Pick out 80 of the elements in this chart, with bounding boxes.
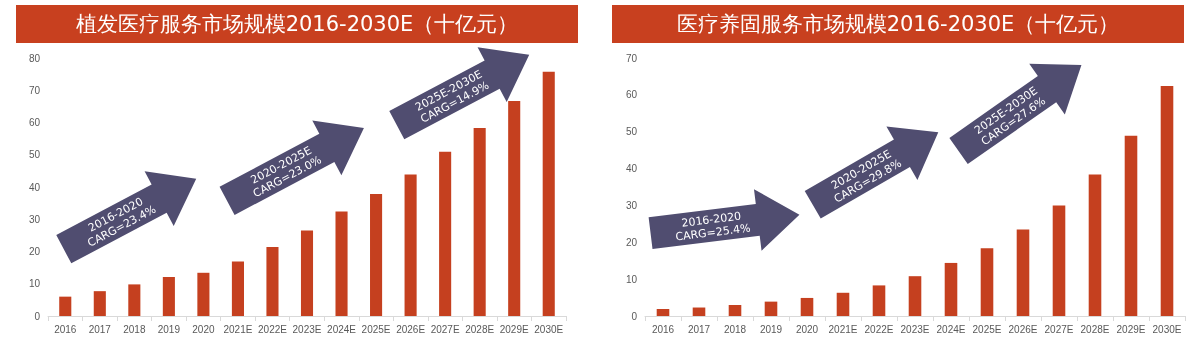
bar — [800, 297, 814, 316]
x-tick-label: 2027E — [1044, 323, 1074, 335]
x-tick-label: 2021E — [828, 323, 858, 335]
bar — [335, 211, 348, 316]
y-tick-label: 20 — [625, 236, 638, 248]
x-tick-label: 2023E — [292, 323, 322, 335]
bar — [944, 262, 958, 316]
bar — [266, 246, 279, 316]
y-tick-label: 70 — [28, 84, 41, 96]
x-tick-label: 2026E — [396, 323, 426, 335]
y-tick-label: 40 — [28, 181, 41, 193]
x-tick-label: 2017 — [687, 323, 711, 335]
bar — [872, 285, 886, 316]
bar — [162, 276, 175, 316]
bar — [836, 292, 850, 316]
x-tick-label: 2022E — [258, 323, 288, 335]
bar — [439, 151, 452, 316]
chart-title: 医疗养固服务市场规模2016-2030E（十亿元） — [612, 5, 1184, 43]
x-tick-label: 2025E — [361, 323, 391, 335]
bar — [764, 301, 778, 316]
x-tick-label: 2019 — [759, 323, 783, 335]
bar — [473, 127, 486, 316]
x-tick-label: 2024E — [327, 323, 357, 335]
bar — [93, 291, 106, 316]
bar — [59, 296, 72, 316]
bar — [404, 174, 417, 316]
bar — [231, 261, 244, 316]
y-tick-label: 30 — [28, 213, 41, 225]
y-tick-label: 0 — [631, 310, 638, 322]
y-tick-label: 70 — [625, 52, 638, 64]
x-tick-label: 2020 — [795, 323, 819, 335]
y-tick-label: 60 — [625, 89, 638, 101]
x-tick-label: 2017 — [88, 323, 112, 335]
y-tick-label: 20 — [28, 246, 41, 257]
x-tick-label: 2022E — [864, 323, 894, 335]
y-tick-label: 10 — [28, 278, 41, 290]
bar — [728, 304, 742, 316]
bar — [128, 284, 141, 316]
bar — [1088, 174, 1102, 316]
x-tick-label: 2026E — [1008, 323, 1038, 335]
x-tick-label: 2028E — [1080, 323, 1110, 335]
x-tick-label: 2021E — [223, 323, 253, 335]
bar — [197, 272, 210, 316]
x-tick-label: 2030E — [1152, 323, 1182, 335]
bar — [980, 248, 994, 316]
bar — [300, 230, 314, 316]
bar — [1016, 229, 1030, 316]
x-tick-label: 2016 — [54, 323, 77, 335]
x-tick-label: 2019 — [157, 323, 181, 335]
x-tick-label: 2020 — [192, 323, 215, 335]
bar — [370, 194, 383, 316]
y-tick-label: 40 — [625, 163, 638, 175]
y-tick-label: 50 — [28, 149, 41, 161]
x-tick-label: 2018 — [123, 323, 146, 335]
bar — [1124, 135, 1138, 316]
bar — [656, 309, 670, 316]
y-tick-label: 0 — [34, 310, 41, 322]
y-tick-label: 10 — [625, 273, 638, 285]
x-tick-label: 2030E — [534, 323, 564, 335]
x-tick-label: 2029E — [499, 323, 529, 335]
bar — [508, 100, 521, 316]
x-tick-label: 2027E — [430, 323, 460, 335]
x-tick-label: 2023E — [900, 323, 930, 335]
y-tick-label: 30 — [625, 199, 638, 211]
bar — [1160, 86, 1174, 316]
bar — [692, 307, 706, 316]
x-tick-label: 2024E — [936, 323, 966, 335]
x-tick-label: 2025E — [972, 323, 1002, 335]
x-tick-label: 2018 — [723, 323, 747, 335]
y-tick-label: 80 — [28, 52, 41, 64]
x-tick-label: 2028E — [465, 323, 495, 335]
bar — [1052, 205, 1066, 316]
y-tick-label: 50 — [625, 126, 638, 138]
chart-title: 植发医疗服务市场规模2016-2030E（十亿元） — [16, 5, 578, 43]
bar — [542, 71, 555, 316]
x-tick-label: 2016 — [651, 323, 675, 335]
x-tick-label: 2029E — [1116, 323, 1146, 335]
bar — [908, 276, 922, 316]
annotation: 2016-2020 CARG=25.4% — [674, 209, 752, 244]
y-tick-label: 60 — [28, 117, 41, 128]
